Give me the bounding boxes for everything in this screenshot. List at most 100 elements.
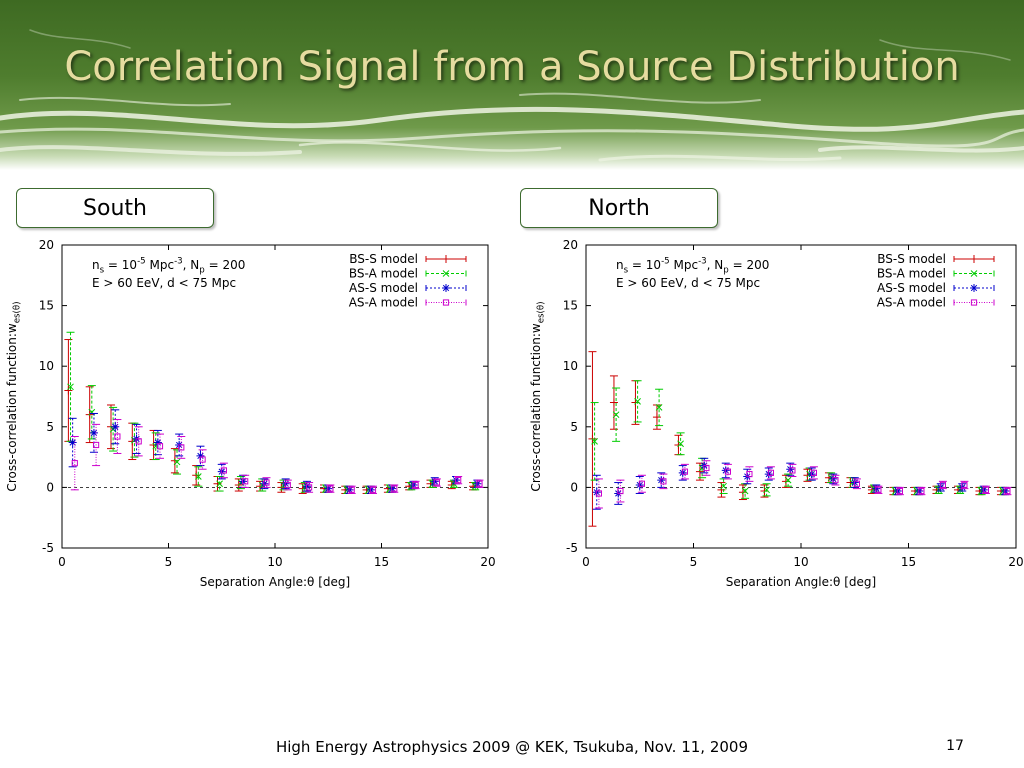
data-point: [455, 477, 462, 484]
data-point: [153, 438, 162, 447]
legend-label: AS-A model: [349, 296, 418, 310]
annotation-text: ns​ = 10-5​ Mpc-3​, Np​ = 200: [616, 257, 769, 276]
data-point: [832, 477, 839, 484]
panel-label-north: North: [520, 188, 718, 228]
data-point: [327, 485, 334, 492]
data-point: [767, 469, 775, 476]
data-point: [67, 383, 74, 391]
data-point: [173, 458, 181, 466]
data-point: [412, 481, 419, 489]
data-point: [853, 480, 860, 487]
title-banner: [0, 0, 1024, 170]
panel-label-south: South: [16, 188, 214, 228]
x-tick-label: 20: [480, 555, 495, 569]
data-point: [199, 456, 206, 463]
data-point: [720, 482, 727, 490]
data-point: [391, 485, 398, 492]
legend-label: BS-S model: [349, 252, 418, 266]
x-tick-label: 5: [165, 555, 173, 569]
data-point: [178, 444, 185, 451]
legend-marker: [970, 270, 978, 277]
data-point: [194, 473, 202, 480]
x-tick-label: 10: [793, 555, 808, 569]
data-point: [64, 386, 73, 395]
data-point: [875, 486, 882, 493]
data-point: [216, 480, 223, 488]
legend-label: AS-S model: [877, 281, 946, 295]
plot-frame: [61, 244, 489, 549]
data-point: [961, 481, 968, 489]
legend-label: AS-A model: [877, 296, 946, 310]
x-tick-label: 10: [267, 555, 282, 569]
x-tick-label: 0: [58, 555, 66, 569]
data-point: [982, 486, 989, 493]
x-axis-label: Separation Angle:θ [deg]: [200, 575, 350, 589]
data-point: [348, 486, 355, 493]
page-number: 17: [946, 738, 964, 754]
data-point: [305, 484, 313, 491]
x-tick-label: 0: [582, 555, 590, 569]
legend-marker: [970, 299, 978, 306]
y-tick-label: -5: [566, 541, 578, 555]
data-point: [634, 397, 641, 405]
data-point: [789, 467, 796, 474]
x-tick-label: 15: [374, 555, 389, 569]
annotation-text: E > 60 EeV, d < 75 Mpc: [616, 276, 760, 290]
data-point: [655, 404, 663, 411]
data-point: [939, 481, 946, 489]
legend-marker: [442, 284, 450, 292]
legend-label: BS-A model: [877, 267, 946, 281]
data-point: [660, 478, 667, 485]
data-point: [135, 438, 142, 445]
footer-text: High Energy Astrophysics 2009 @ KEK, Tsu…: [275, 738, 749, 756]
y-tick-label: 5: [570, 420, 578, 434]
legend-marker: [970, 284, 978, 292]
y-tick-label: 20: [563, 238, 578, 252]
data-point: [896, 487, 903, 495]
data-point: [724, 468, 732, 475]
data-point: [695, 467, 704, 476]
data-point: [591, 437, 598, 445]
north-chart: 0 5 10 15 20 -5 0 5 10 15 20 Separation Angle:θ [de…: [529, 238, 1024, 589]
y-axis-label: Cross-correlation function:wes(θ)​: [529, 301, 547, 491]
data-point: [369, 486, 377, 493]
data-point: [68, 438, 77, 447]
y-axis-label: Cross-correlation function:wes(θ)​: [5, 301, 23, 491]
data-point: [609, 398, 618, 407]
plot-frame: [585, 244, 1017, 549]
data-point: [741, 487, 749, 495]
y-tick-label: 0: [46, 480, 54, 494]
y-tick-label: 20: [39, 238, 54, 252]
data-point: [263, 479, 270, 486]
data-point: [681, 468, 689, 475]
series-as-a-model: [594, 460, 1012, 509]
data-point: [111, 422, 120, 431]
y-tick-label: 15: [563, 299, 578, 313]
data-point: [810, 469, 817, 476]
data-point: [89, 428, 98, 437]
annotation-text: E > 60 EeV, d < 75 Mpc: [92, 276, 236, 290]
y-tick-label: 5: [46, 420, 54, 434]
data-point: [652, 413, 661, 422]
banner-texture: [0, 29, 1024, 162]
data-point: [703, 464, 710, 472]
data-point: [71, 460, 78, 467]
data-point: [284, 481, 291, 489]
series-as-a-model: [70, 419, 484, 494]
data-point: [196, 451, 205, 460]
data-point: [242, 478, 249, 485]
slide-title: Correlation Signal from a Source Distrib…: [64, 44, 960, 90]
x-axis-label: Separation Angle:θ [deg]: [726, 575, 876, 589]
annotation-text: ns​ = 10-5​ Mpc-3​, Np​ = 200: [92, 257, 245, 276]
legend-label: BS-S model: [877, 252, 946, 266]
data-point: [746, 470, 753, 478]
legend-marker: [442, 270, 450, 277]
x-tick-label: 15: [901, 555, 916, 569]
y-tick-label: 0: [570, 480, 578, 494]
legend-label: AS-S model: [349, 281, 418, 295]
x-tick-label: 5: [690, 555, 698, 569]
data-point: [595, 490, 603, 497]
data-point: [92, 441, 100, 449]
y-tick-label: 10: [563, 359, 578, 373]
south-chart: 0 5 10 15 20 -5 0 5 10 15 20 Separation Angle:θ [de…: [5, 238, 496, 589]
